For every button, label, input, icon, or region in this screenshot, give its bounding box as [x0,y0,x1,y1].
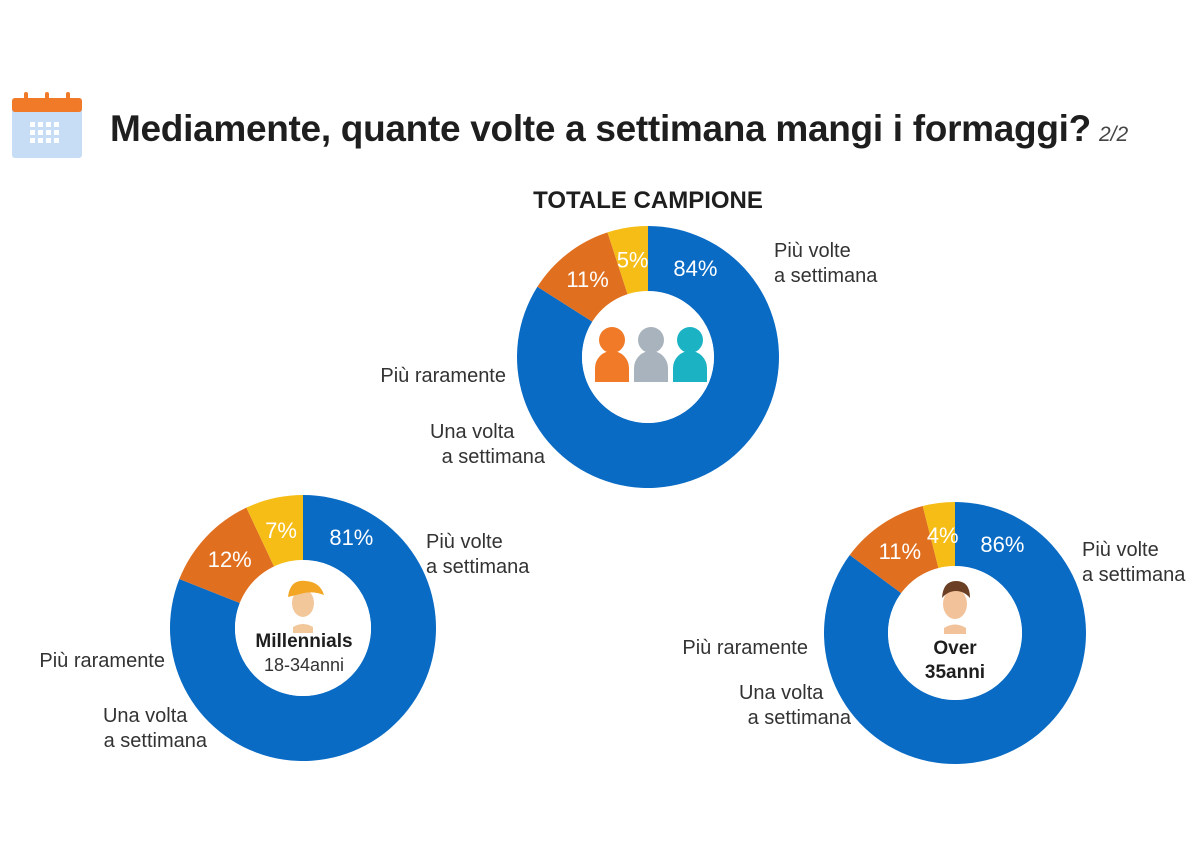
over35-label-more-times: Più volte a settimana [1082,539,1186,586]
over35-value-once: 11% [879,539,921,564]
total-label-more-times-line1: Più volte [774,240,851,262]
total-label-once-line2: a settimana [442,446,546,468]
total-label-once: Una volta a settimana [430,421,546,468]
millennials-value-once: 12% [208,547,252,572]
young-person-icon [288,580,324,633]
total-label-more-times: Più volte a settimana [774,240,878,287]
millennials-label-more-times: Più volte a settimana [426,531,530,578]
chart-title-total: TOTALE CAMPIONE [533,187,763,214]
donut-millennials: 81% 12% 7% [170,495,436,762]
total-value-more-times: 84% [673,256,717,281]
over35-slice-once [849,506,939,594]
adult-person-icon [942,581,970,634]
over35-value-more-times: 86% [980,532,1024,557]
page-title: Mediamente, quante volte a settimana man… [110,108,1128,150]
total-label-rarely: Più raramente [380,365,506,387]
over35-label-once: Una volta a settimana [739,682,852,729]
donut-total: 84% 11% 5% [517,226,780,488]
donut-over35: 86% 11%4% [823,502,1086,764]
millennials-slice-once [179,507,275,603]
millennials-center-subtitle: 18-34anni [264,655,344,675]
total-value-rarely: 5% [617,248,649,273]
millennials-label-more-times-line1: Più volte [426,531,503,553]
total-slice-more-times [517,226,780,488]
page-indicator: 2/2 [1098,123,1129,146]
millennials-center-title: Millennials [255,631,352,652]
total-label-once-line1: Una volta [430,421,515,443]
over35-label-once-line1: Una volta [739,682,824,704]
millennials-label-once-line2: a settimana [104,730,208,752]
over35-center-subtitle: 35anni [925,662,985,683]
millennials-label-rarely: Più raramente [39,650,165,672]
total-label-more-times-line2: a settimana [774,265,878,287]
millennials-slice-rarely [246,495,303,567]
millennials-value-more-times: 81% [329,525,373,550]
over35-label-rarely: Più raramente [682,637,808,659]
over35-slice-rarely [922,502,955,569]
millennials-slice-more-times [170,495,436,762]
calendar-icon [12,92,82,158]
millennials-label-once-line1: Una volta [103,705,188,727]
over35-label-more-times-line1: Più volte [1082,539,1159,561]
title-text: Mediamente, quante volte a settimana man… [110,108,1091,149]
total-slice-rarely [607,226,648,295]
over35-label-more-times-line2: a settimana [1082,564,1186,586]
total-slice-once [537,232,628,322]
millennials-value-rarely: 7% [265,518,297,543]
header: Mediamente, quante volte a settimana man… [0,0,1200,190]
over35-center-title: Over [933,638,977,659]
over35-slice-more-times [823,502,1086,764]
millennials-label-once: Una volta a settimana [103,705,208,752]
over35-label-once-line2: a settimana [748,707,852,729]
people-group-icon [595,327,707,382]
millennials-label-more-times-line2: a settimana [426,556,530,578]
total-value-once: 11% [566,267,608,292]
over35-value-rarely: 4% [927,523,959,548]
